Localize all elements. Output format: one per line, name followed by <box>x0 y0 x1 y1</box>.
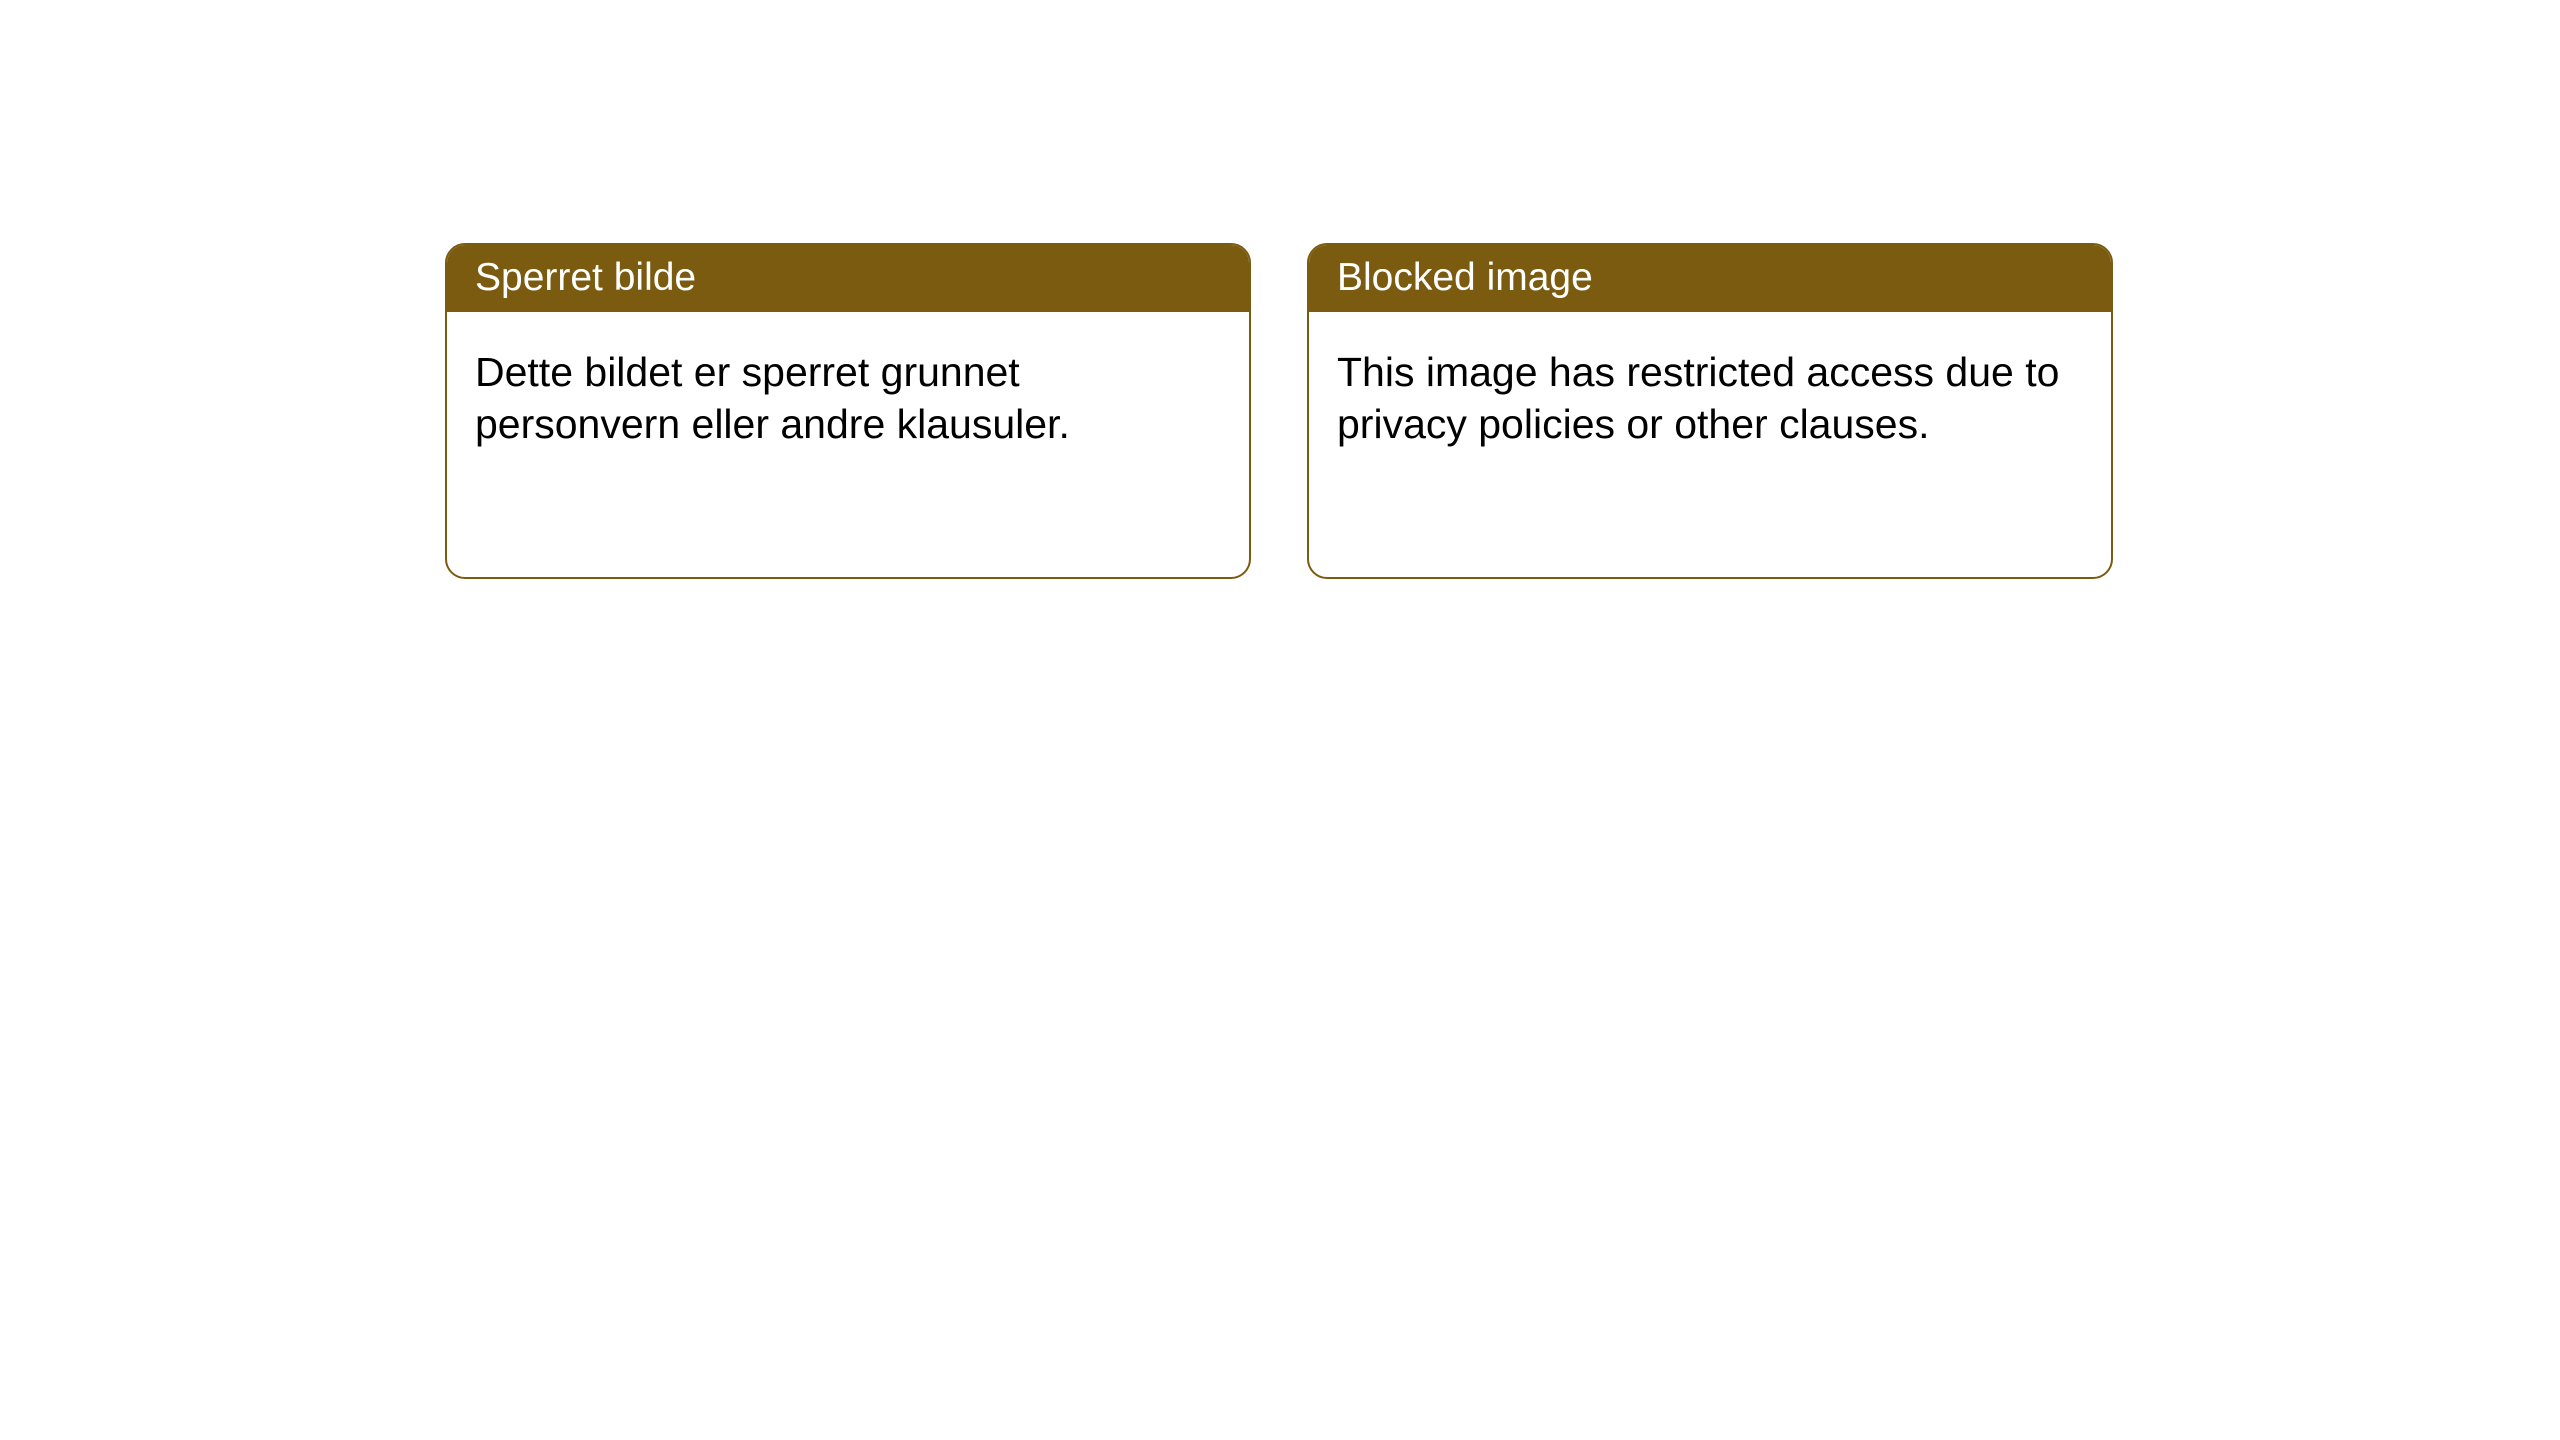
notice-title: Blocked image <box>1337 256 1593 299</box>
notice-message: Dette bildet er sperret grunnet personve… <box>475 349 1070 447</box>
notice-card-english: Blocked image This image has restricted … <box>1307 243 2113 579</box>
notice-header: Sperret bilde <box>447 245 1249 312</box>
notice-card-norwegian: Sperret bilde Dette bildet er sperret gr… <box>445 243 1251 579</box>
notice-header: Blocked image <box>1309 245 2111 312</box>
notice-title: Sperret bilde <box>475 256 696 299</box>
notice-body: This image has restricted access due to … <box>1309 312 2111 485</box>
notice-container: Sperret bilde Dette bildet er sperret gr… <box>0 0 2560 579</box>
notice-message: This image has restricted access due to … <box>1337 349 2059 447</box>
notice-body: Dette bildet er sperret grunnet personve… <box>447 312 1249 485</box>
